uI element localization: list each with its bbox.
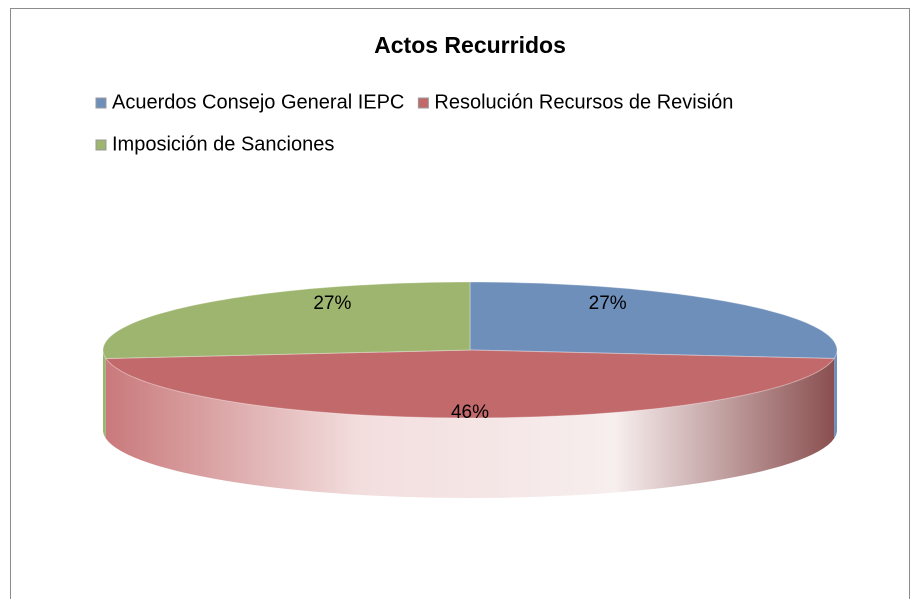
legend-swatch — [417, 97, 429, 109]
slice-side — [834, 350, 837, 439]
data-label: 27% — [589, 293, 627, 314]
legend-label: Resolución Recursos de Revisión — [434, 91, 733, 113]
legend-swatch — [95, 139, 107, 151]
pie-slice — [102, 281, 471, 360]
chart-title: Actos Recurridos — [374, 32, 566, 58]
data-label: 27% — [313, 293, 351, 314]
legend-label: Acuerdos Consejo General IEPC — [112, 91, 404, 113]
legend-swatch — [95, 97, 107, 109]
legend-label: Imposición de Sanciones — [112, 133, 334, 155]
slice-side — [103, 350, 106, 439]
pie-slice — [104, 349, 836, 419]
data-label: 46% — [451, 402, 489, 423]
pie-slice — [469, 281, 838, 360]
slice-side — [105, 358, 835, 498]
